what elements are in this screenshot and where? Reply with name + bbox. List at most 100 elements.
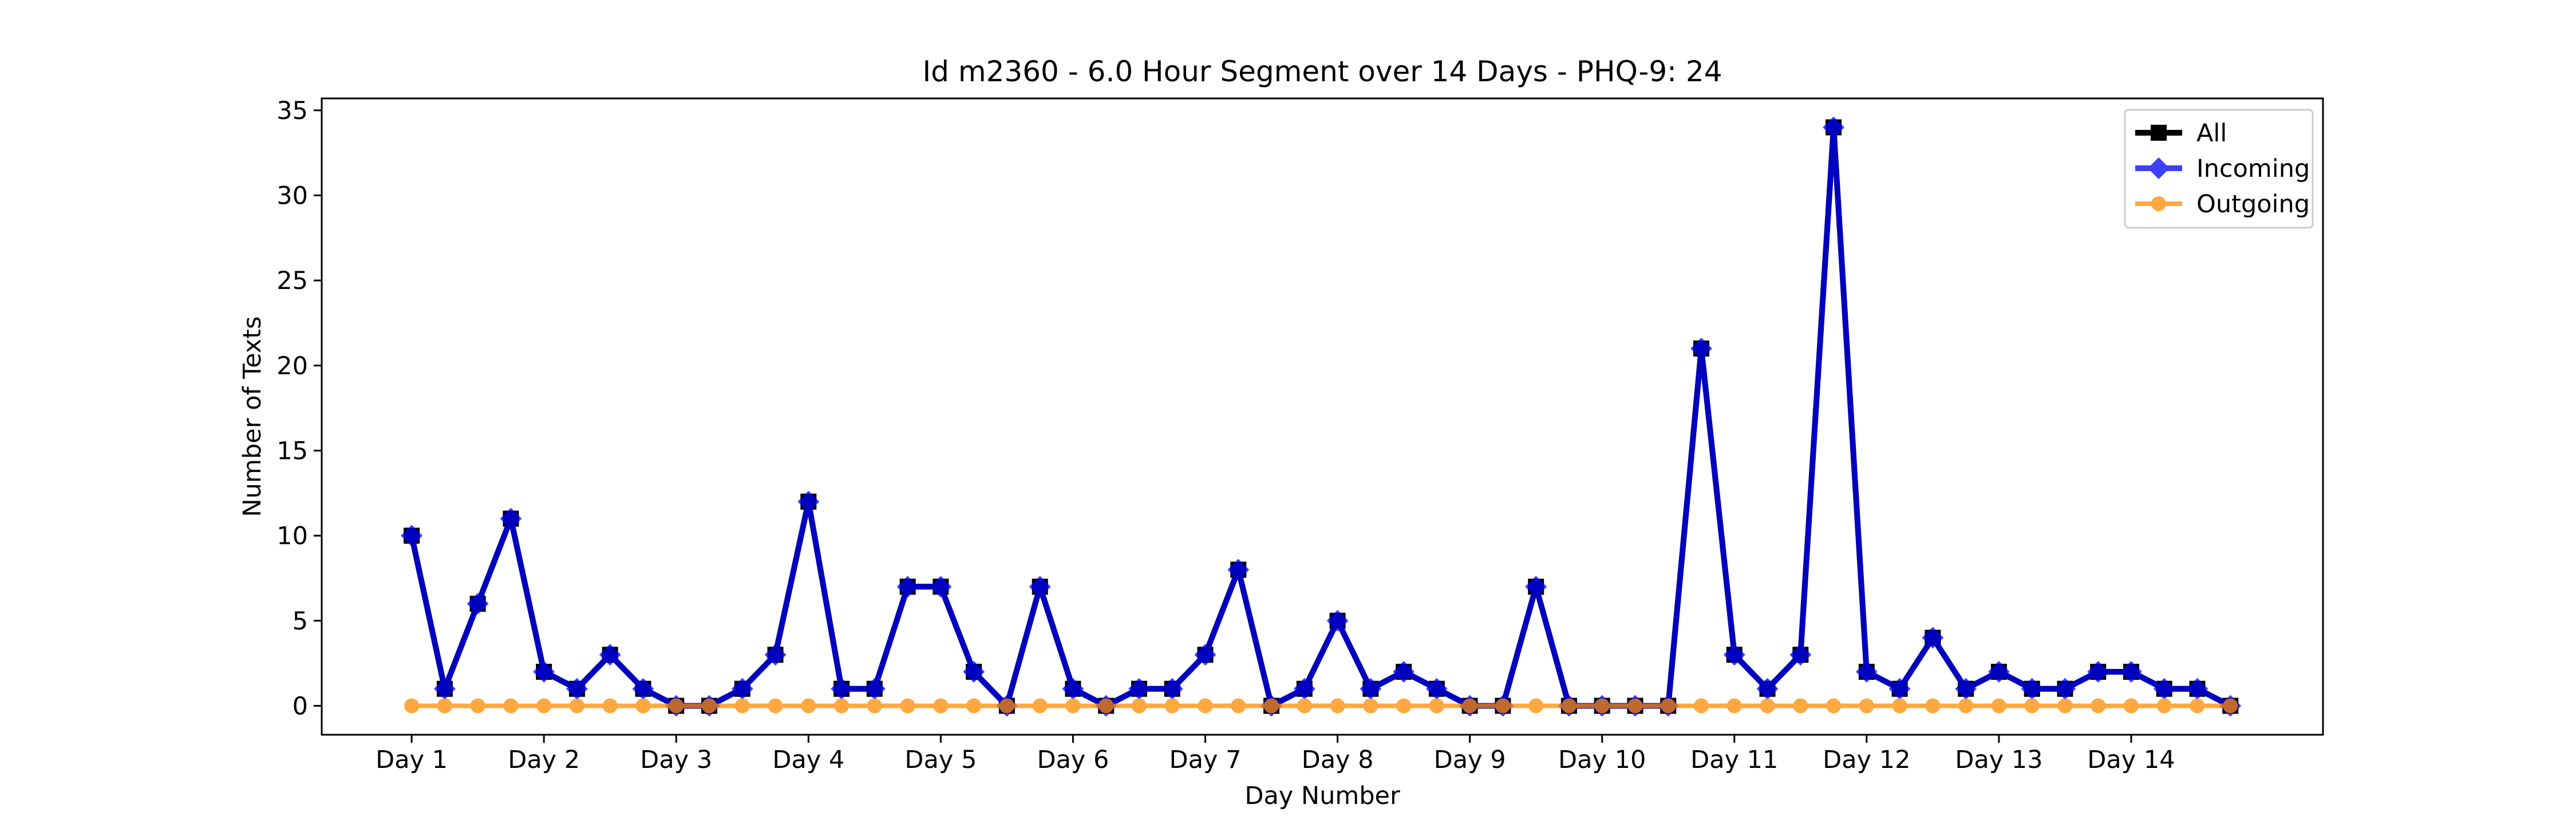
data-point-incoming bbox=[1194, 644, 1216, 666]
x-tick-label: Day 9 bbox=[1434, 746, 1506, 774]
data-point-outgoing bbox=[1627, 698, 1643, 714]
y-axis-label: Number of Texts bbox=[238, 316, 267, 517]
data-point-outgoing bbox=[503, 698, 519, 714]
data-point-outgoing bbox=[1561, 698, 1577, 714]
data-point-outgoing bbox=[1297, 698, 1312, 714]
data-point-outgoing bbox=[900, 698, 915, 714]
data-point-incoming bbox=[1326, 609, 1349, 632]
data-point-incoming bbox=[1029, 576, 1051, 598]
data-point-outgoing bbox=[999, 698, 1014, 714]
chart-title: Id m2360 - 6.0 Hour Segment over 14 Days… bbox=[922, 55, 1722, 88]
legend-entry bbox=[2135, 157, 2182, 179]
data-point-incoming bbox=[467, 593, 489, 615]
data-point-outgoing bbox=[635, 698, 651, 714]
data-point-outgoing bbox=[1528, 698, 1544, 714]
data-point-outgoing bbox=[1925, 698, 1941, 714]
data-point-outgoing bbox=[1330, 698, 1345, 714]
data-point-outgoing bbox=[1859, 698, 1874, 714]
x-tick-label: Day 8 bbox=[1302, 746, 1374, 774]
data-point-outgoing bbox=[2190, 698, 2205, 714]
data-point-outgoing bbox=[1164, 698, 1180, 714]
legend: All Incoming Outgoing bbox=[2124, 109, 2314, 229]
data-point-outgoing bbox=[602, 698, 618, 714]
data-point-incoming bbox=[963, 661, 985, 683]
y-tick-label: 10 bbox=[276, 522, 308, 550]
data-point-outgoing bbox=[404, 698, 420, 714]
data-point-incoming bbox=[930, 576, 952, 598]
legend-marker bbox=[2151, 196, 2166, 211]
data-point-outgoing bbox=[933, 698, 949, 714]
data-point-outgoing bbox=[966, 698, 982, 714]
data-point-outgoing bbox=[2156, 698, 2172, 714]
x-axis-label: Day Number bbox=[1244, 782, 1400, 810]
data-point-outgoing bbox=[1131, 698, 1147, 714]
data-point-outgoing bbox=[1760, 698, 1775, 714]
x-tick-label: Day 5 bbox=[904, 746, 977, 774]
data-point-outgoing bbox=[1032, 698, 1048, 714]
y-tick-label: 15 bbox=[276, 437, 308, 465]
x-tick-label: Day 10 bbox=[1558, 746, 1646, 774]
data-point-outgoing bbox=[1892, 698, 1907, 714]
legend-marker bbox=[2148, 157, 2170, 179]
y-tick-label: 0 bbox=[293, 692, 308, 720]
series-outgoing bbox=[404, 698, 2238, 714]
data-point-outgoing bbox=[1991, 698, 2006, 714]
data-point-outgoing bbox=[1594, 698, 1610, 714]
x-tick-label: Day 6 bbox=[1037, 746, 1109, 774]
x-tick-label: Day 7 bbox=[1170, 746, 1242, 774]
data-point-outgoing bbox=[1693, 698, 1709, 714]
data-point-incoming bbox=[1690, 338, 1712, 360]
y-axis: 0 5 10 15 20 25 30 35 bbox=[276, 97, 322, 720]
data-point-outgoing bbox=[1826, 698, 1842, 714]
data-point-incoming bbox=[2087, 661, 2109, 683]
x-tick-label: Day 12 bbox=[1823, 746, 1910, 774]
data-point-outgoing bbox=[2091, 698, 2106, 714]
data-point-outgoing bbox=[470, 698, 485, 714]
plot-area bbox=[401, 116, 2242, 717]
data-point-outgoing bbox=[1793, 698, 1808, 714]
data-point-outgoing bbox=[1264, 698, 1279, 714]
data-point-outgoing bbox=[801, 698, 816, 714]
legend-label: Incoming bbox=[2196, 154, 2310, 183]
data-point-outgoing bbox=[1363, 698, 1378, 714]
data-point-outgoing bbox=[1661, 698, 1676, 714]
legend-entry bbox=[2135, 125, 2182, 141]
data-point-incoming bbox=[764, 644, 787, 666]
data-point-outgoing bbox=[1462, 698, 1477, 714]
data-point-outgoing bbox=[536, 698, 552, 714]
data-point-outgoing bbox=[1099, 698, 1114, 714]
legend-marker bbox=[2151, 125, 2167, 141]
data-point-outgoing bbox=[1429, 698, 1444, 714]
data-point-outgoing bbox=[834, 698, 850, 714]
x-tick-label: Day 1 bbox=[376, 746, 448, 774]
data-point-outgoing bbox=[1231, 698, 1246, 714]
data-point-outgoing bbox=[2123, 698, 2139, 714]
data-point-outgoing bbox=[569, 698, 584, 714]
data-point-incoming bbox=[1922, 627, 1944, 649]
x-tick-label: Day 2 bbox=[508, 746, 580, 774]
x-tick-label: Day 4 bbox=[772, 746, 844, 774]
data-point-incoming bbox=[500, 508, 522, 530]
data-point-incoming bbox=[1227, 558, 1250, 581]
data-point-incoming bbox=[1789, 644, 1812, 666]
data-point-incoming bbox=[1723, 644, 1745, 666]
data-point-outgoing bbox=[1396, 698, 1412, 714]
y-tick-label: 25 bbox=[276, 267, 308, 295]
data-point-outgoing bbox=[734, 698, 750, 714]
x-axis: Day 1 Day 2 Day 3 Day 4 Day 5 Day 6 Day 7 Day 8… bbox=[376, 735, 2175, 774]
data-point-incoming bbox=[797, 490, 820, 513]
data-point-outgoing bbox=[1726, 698, 1742, 714]
y-tick-label: 5 bbox=[293, 607, 308, 636]
data-point-outgoing bbox=[768, 698, 783, 714]
data-point-incoming bbox=[1393, 661, 1415, 683]
y-tick-label: 30 bbox=[276, 181, 308, 210]
data-point-incoming bbox=[1855, 661, 1878, 683]
data-point-incoming bbox=[1823, 116, 1845, 138]
data-point-outgoing bbox=[2057, 698, 2073, 714]
data-point-incoming bbox=[1988, 661, 2010, 683]
data-point-outgoing bbox=[2024, 698, 2040, 714]
data-point-incoming bbox=[896, 576, 919, 598]
legend-label: Outgoing bbox=[2196, 190, 2310, 219]
x-tick-label: Day 13 bbox=[1955, 746, 2042, 774]
y-tick-label: 35 bbox=[276, 97, 308, 125]
